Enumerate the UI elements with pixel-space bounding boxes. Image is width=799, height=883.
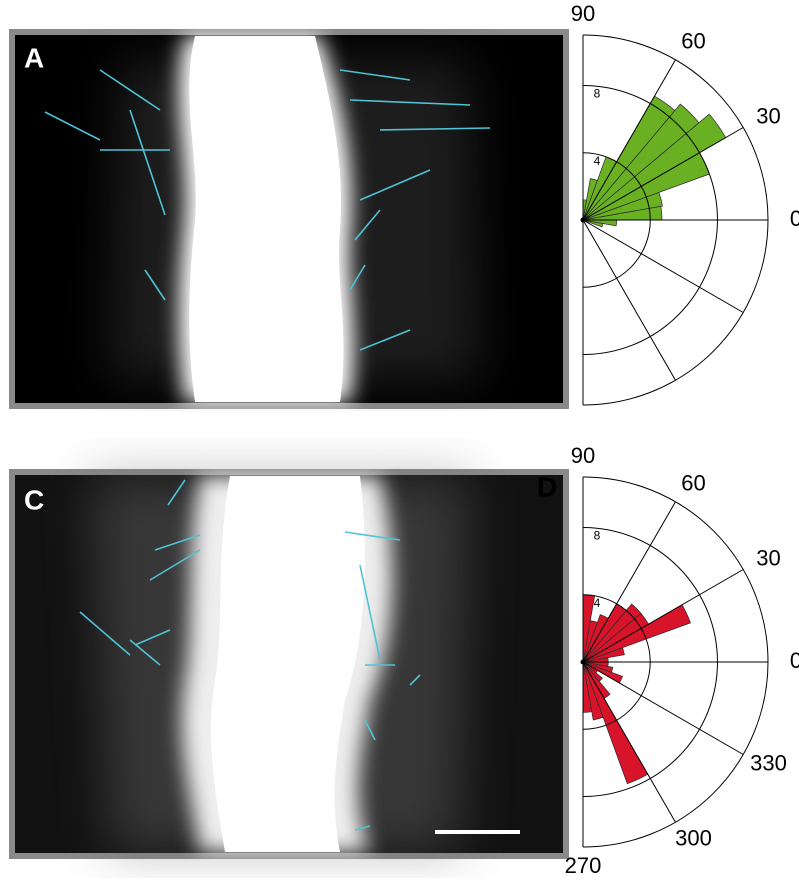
rose-bar: [582, 661, 603, 682]
region-label: r1: [257, 339, 273, 358]
theta-tick-label: 30: [756, 545, 780, 570]
region-label: m: [260, 126, 275, 145]
spoke: [582, 59, 676, 221]
r-tick-label: 4: [594, 596, 601, 610]
rose-bar: [582, 178, 598, 221]
r-tick-label: 4: [594, 154, 601, 168]
migration-arrows: [44, 69, 491, 351]
theta-tick-label: 60: [681, 28, 705, 53]
theta-tick-label: 30: [756, 103, 780, 128]
theta-tick-label: 0: [790, 206, 799, 231]
migration-arrows: [79, 479, 421, 831]
tissue-core: [189, 36, 344, 402]
region-label: r1: [260, 709, 276, 728]
theta-tick-label: 300: [675, 825, 712, 850]
tissue-core: [210, 476, 365, 852]
region-label: r2: [260, 782, 276, 801]
panel-letter: C: [24, 484, 44, 515]
rose-bar: [582, 603, 642, 663]
spoke: [582, 127, 744, 221]
region-label: m: [262, 501, 277, 520]
theta-tick-label: 0: [790, 648, 799, 673]
origin: [580, 217, 586, 223]
r-tick-label: 8: [594, 529, 601, 543]
theta-tick-label: 270: [565, 853, 602, 878]
theta-tick-label: 330: [750, 750, 787, 775]
panel-letter: D: [537, 471, 557, 502]
origin: [580, 659, 586, 665]
theta-tick-label: 90: [571, 443, 595, 468]
rose-chart: 4 8 90 60 30 0 B: [537, 1, 799, 406]
spoke: [582, 661, 744, 755]
rose-bar: [582, 661, 614, 673]
spoke: [582, 219, 676, 381]
panel-letter: A: [24, 42, 44, 73]
image-panel-a: A m m/h r1: [9, 29, 569, 409]
image-panel-c: C m m/h r1 r2: [9, 469, 569, 859]
panel-letter: B: [537, 29, 557, 60]
theta-tick-label: 60: [681, 470, 705, 495]
region-label: m/h: [255, 596, 285, 615]
region-label: m/h: [260, 229, 290, 248]
r-tick-label: 8: [594, 87, 601, 101]
rose-bar: [582, 103, 700, 221]
spoke: [582, 501, 676, 663]
spoke: [582, 569, 744, 663]
spoke: [582, 219, 744, 313]
spoke: [582, 661, 676, 823]
theta-tick-label: 90: [571, 1, 595, 26]
